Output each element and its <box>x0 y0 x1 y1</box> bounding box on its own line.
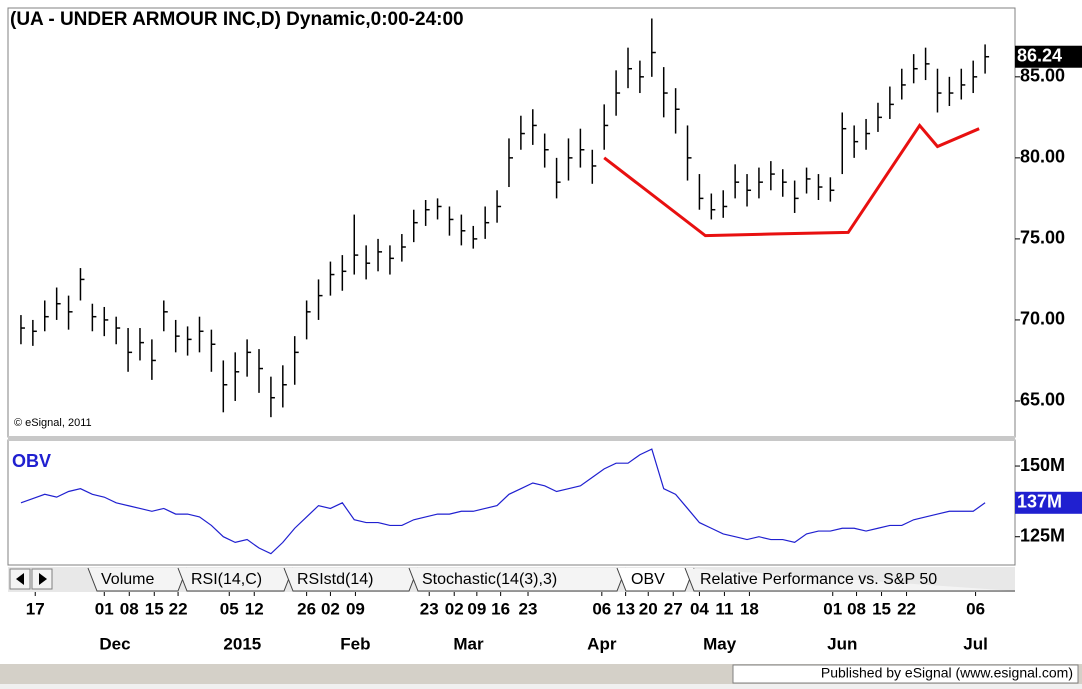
x-tick-label: 06 <box>592 599 611 618</box>
trend-line <box>603 122 980 238</box>
x-tick-label: 26 <box>297 599 316 618</box>
x-tick-label: 05 <box>220 599 239 618</box>
x-month-label: Jul <box>963 634 988 653</box>
x-tick-label: 06 <box>966 599 985 618</box>
x-tick-label: 09 <box>467 599 486 618</box>
x-tick-label: 01 <box>823 599 842 618</box>
obv-title: OBV <box>12 451 51 471</box>
x-tick-label: 22 <box>897 599 916 618</box>
x-tick-label: 04 <box>690 599 709 618</box>
x-tick-label: 16 <box>491 599 510 618</box>
x-month-label: May <box>703 634 737 653</box>
obv-line <box>20 448 986 555</box>
x-month-label: Jun <box>827 634 857 653</box>
footer: Published by eSignal (www.esignal.com) <box>821 665 1073 681</box>
watermark: © eSignal, 2011 <box>14 417 92 429</box>
pane-divider <box>8 436 1015 441</box>
y-tick-label: 65.00 <box>1020 390 1065 410</box>
x-month-label: Dec <box>99 634 130 653</box>
chart-title: (UA - UNDER ARMOUR INC,D) Dynamic,0:00-2… <box>10 9 464 30</box>
x-tick-label: 08 <box>120 599 139 618</box>
x-tick-label: 23 <box>420 599 439 618</box>
arrow-left <box>16 573 24 585</box>
arrow-right <box>39 573 47 585</box>
x-tick-label: 27 <box>664 599 683 618</box>
x-tick-label: 02 <box>445 599 464 618</box>
x-tick-label: 20 <box>639 599 658 618</box>
y-tick-label: 85.00 <box>1020 66 1065 86</box>
footer-box <box>732 664 1079 684</box>
tab[interactable] <box>684 567 1015 592</box>
last-price-label: 86.24 <box>1017 45 1062 65</box>
tab-label: Stochastic(14(3),3) <box>422 571 557 588</box>
x-month-label: 2015 <box>223 634 261 653</box>
x-tick-label: 01 <box>95 599 114 618</box>
tab-label: Volume <box>101 571 154 588</box>
x-tick-label: 18 <box>740 599 759 618</box>
x-month-label: Apr <box>587 634 617 653</box>
tab-label: OBV <box>631 571 665 588</box>
x-tick-label: 15 <box>145 599 164 618</box>
y-tick-label: 75.00 <box>1020 228 1065 248</box>
last-price-box <box>1015 45 1082 68</box>
x-tick-label: 22 <box>169 599 188 618</box>
tab-label: RSIstd(14) <box>297 571 373 588</box>
tab-label: Relative Performance vs. S&P 50 <box>700 571 937 588</box>
obv-pane <box>7 439 1016 566</box>
x-tick-label: 11 <box>715 599 733 618</box>
last-value-label: 137M <box>1017 492 1062 512</box>
y-tick-label: 70.00 <box>1020 309 1065 329</box>
x-tick-label: 17 <box>26 599 45 618</box>
y-tick-label: 80.00 <box>1020 147 1065 167</box>
x-month-label: Feb <box>340 634 370 653</box>
x-tick-label: 09 <box>346 599 365 618</box>
x-tick-label: 02 <box>321 599 340 618</box>
x-tick-label: 23 <box>519 599 538 618</box>
price-pane <box>7 7 1016 438</box>
x-tick-label: 12 <box>245 599 264 618</box>
x-month-label: Mar <box>453 634 484 653</box>
last-value-box <box>1015 491 1082 514</box>
x-tick-label: 08 <box>847 599 866 618</box>
y-tick-label: 150M <box>1020 455 1065 475</box>
x-tick-label: 13 <box>616 599 635 618</box>
tab-label: RSI(14,C) <box>191 571 262 588</box>
y-tick-label: 125M <box>1020 525 1065 545</box>
x-tick-label: 15 <box>872 599 891 618</box>
